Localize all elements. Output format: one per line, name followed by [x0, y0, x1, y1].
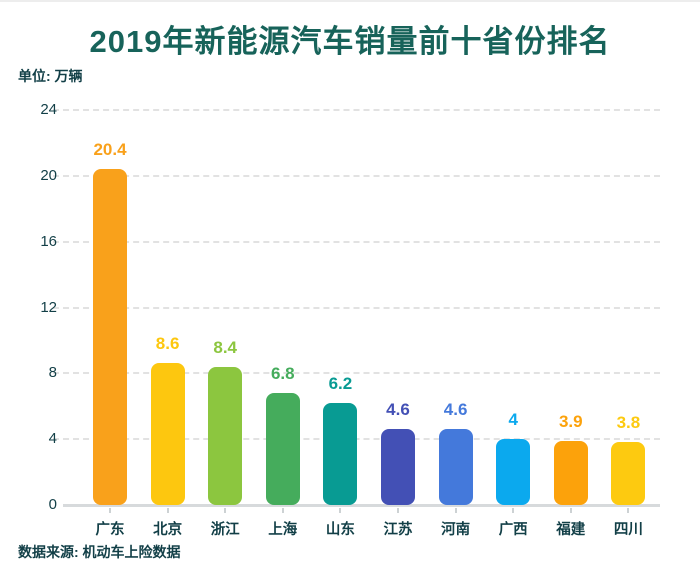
y-tick-label: 0 [48, 496, 57, 513]
y-tick-label: 4 [48, 430, 57, 448]
x-tick [512, 508, 515, 513]
x-tick [109, 508, 111, 513]
gridline-y16 [53, 240, 660, 243]
bar-value-label: 8.6 [155, 334, 180, 354]
bar-value-label: 4.6 [443, 400, 468, 420]
page-title: 2019年新能源汽车销量前十省份排名 [89, 24, 611, 59]
bar-value-label: 8.4 [213, 337, 237, 357]
bar-广西 [496, 439, 531, 505]
x-category-label: 福建 [556, 522, 586, 538]
bar-value-label: 4.6 [386, 400, 410, 420]
x-tick [339, 508, 342, 513]
x-category-label: 四川 [613, 522, 643, 538]
bar-四川 [611, 442, 646, 505]
bar-value-label: 3.8 [616, 413, 641, 433]
gridline-y24 [53, 109, 660, 111]
gridline-y20 [53, 174, 660, 177]
x-category-label: 北京 [153, 522, 183, 538]
x-tick [454, 508, 457, 513]
x-category-label: 广西 [498, 522, 528, 538]
y-tick-label: 20 [40, 166, 57, 184]
x-axis-line [63, 504, 660, 507]
bar-广东 [93, 169, 127, 505]
x-tick [224, 508, 227, 513]
y-tick-label: 24 [40, 101, 57, 118]
bar-上海 [265, 393, 300, 505]
x-tick [569, 508, 572, 513]
x-category-label: 山东 [325, 522, 355, 538]
bar-山东 [323, 402, 358, 505]
bar-value-label: 6.2 [328, 373, 353, 393]
bar-河南 [438, 429, 473, 505]
x-tick [281, 508, 284, 513]
plot-area: 0 4 8 12 16 20 24 20.4 广东 8.6 北京 8.4 浙江 6.8 上海 6.2 山东 4.6… [40, 102, 660, 538]
unit-label: 单位: 万辆 [18, 68, 83, 84]
x-tick [627, 508, 630, 513]
y-tick-label: 12 [40, 298, 57, 316]
data-source-label: 数据来源: 机动车上险数据 [18, 544, 181, 560]
x-category-label: 河南 [441, 522, 471, 538]
bar-value-label: 3.9 [558, 411, 583, 431]
bar-北京 [150, 363, 185, 505]
bar-福建 [553, 440, 588, 505]
gridline-y12 [53, 306, 660, 309]
y-tick-label: 8 [48, 364, 57, 382]
x-category-label: 上海 [268, 522, 298, 538]
bar-value-label: 4 [508, 410, 518, 430]
bar-江苏 [381, 429, 415, 505]
x-tick [166, 508, 169, 513]
x-category-label: 广东 [95, 522, 125, 538]
bar-value-label: 6.8 [270, 364, 295, 384]
x-category-label: 江苏 [383, 522, 413, 538]
y-tick-label: 16 [40, 232, 57, 250]
bar-value-label: 20.4 [93, 140, 127, 160]
x-category-label: 浙江 [210, 522, 240, 538]
x-tick [397, 508, 399, 513]
gridline-y8 [53, 372, 660, 375]
bar-浙江 [208, 366, 243, 505]
